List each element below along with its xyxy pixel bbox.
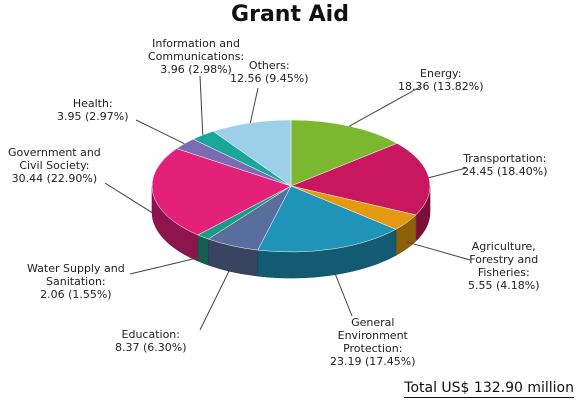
slice-label-government: Government and Civil Society: 30.44 (22.…	[8, 146, 101, 185]
leader-line-agriculture	[406, 241, 471, 261]
slice-label-energy: Energy: 18.36 (13.82%)	[398, 67, 484, 93]
pie-top	[151, 119, 431, 253]
leader-line-energy	[349, 86, 421, 127]
slice-label-agriculture: Agriculture, Forestry and Fisheries: 5.5…	[468, 240, 540, 292]
slice-label-water: Water Supply and Sanitation: 2.06 (1.55%…	[27, 262, 125, 301]
pie-slice-others	[212, 119, 292, 187]
slice-label-education: Education: 8.37 (6.30%)	[115, 328, 187, 354]
leader-line-environment	[332, 268, 353, 317]
chart-title: Grant Aid	[231, 2, 349, 27]
pie-slice-environment	[257, 185, 397, 253]
leader-line-government	[104, 182, 154, 214]
pie-slice-transportation	[290, 143, 431, 216]
leader-line-health	[135, 119, 185, 145]
slice-label-health: Health: 3.95 (2.97%)	[57, 97, 129, 123]
total-label: Total US$ 132.90 million	[404, 380, 574, 398]
slice-label-others: Others: 12.56 (9.45%)	[230, 59, 309, 85]
slice-label-ict: Information and Communications: 3.96 (2.…	[148, 37, 245, 76]
leader-line-transportation	[428, 167, 467, 179]
pie-slice-energy	[290, 119, 398, 187]
slice-label-environment: General Environment Protection: 23.19 (1…	[330, 316, 416, 368]
leader-line-others	[249, 87, 259, 123]
pie-sides	[151, 185, 431, 279]
pie-slice-government	[151, 148, 292, 236]
leader-line-water	[129, 256, 204, 275]
slice-label-transportation: Transportation: 24.45 (18.40%)	[462, 152, 548, 178]
leader-line-education	[199, 265, 233, 331]
leader-lines	[104, 75, 471, 331]
leader-line-ict	[199, 75, 204, 136]
pie-side-water	[197, 234, 209, 266]
